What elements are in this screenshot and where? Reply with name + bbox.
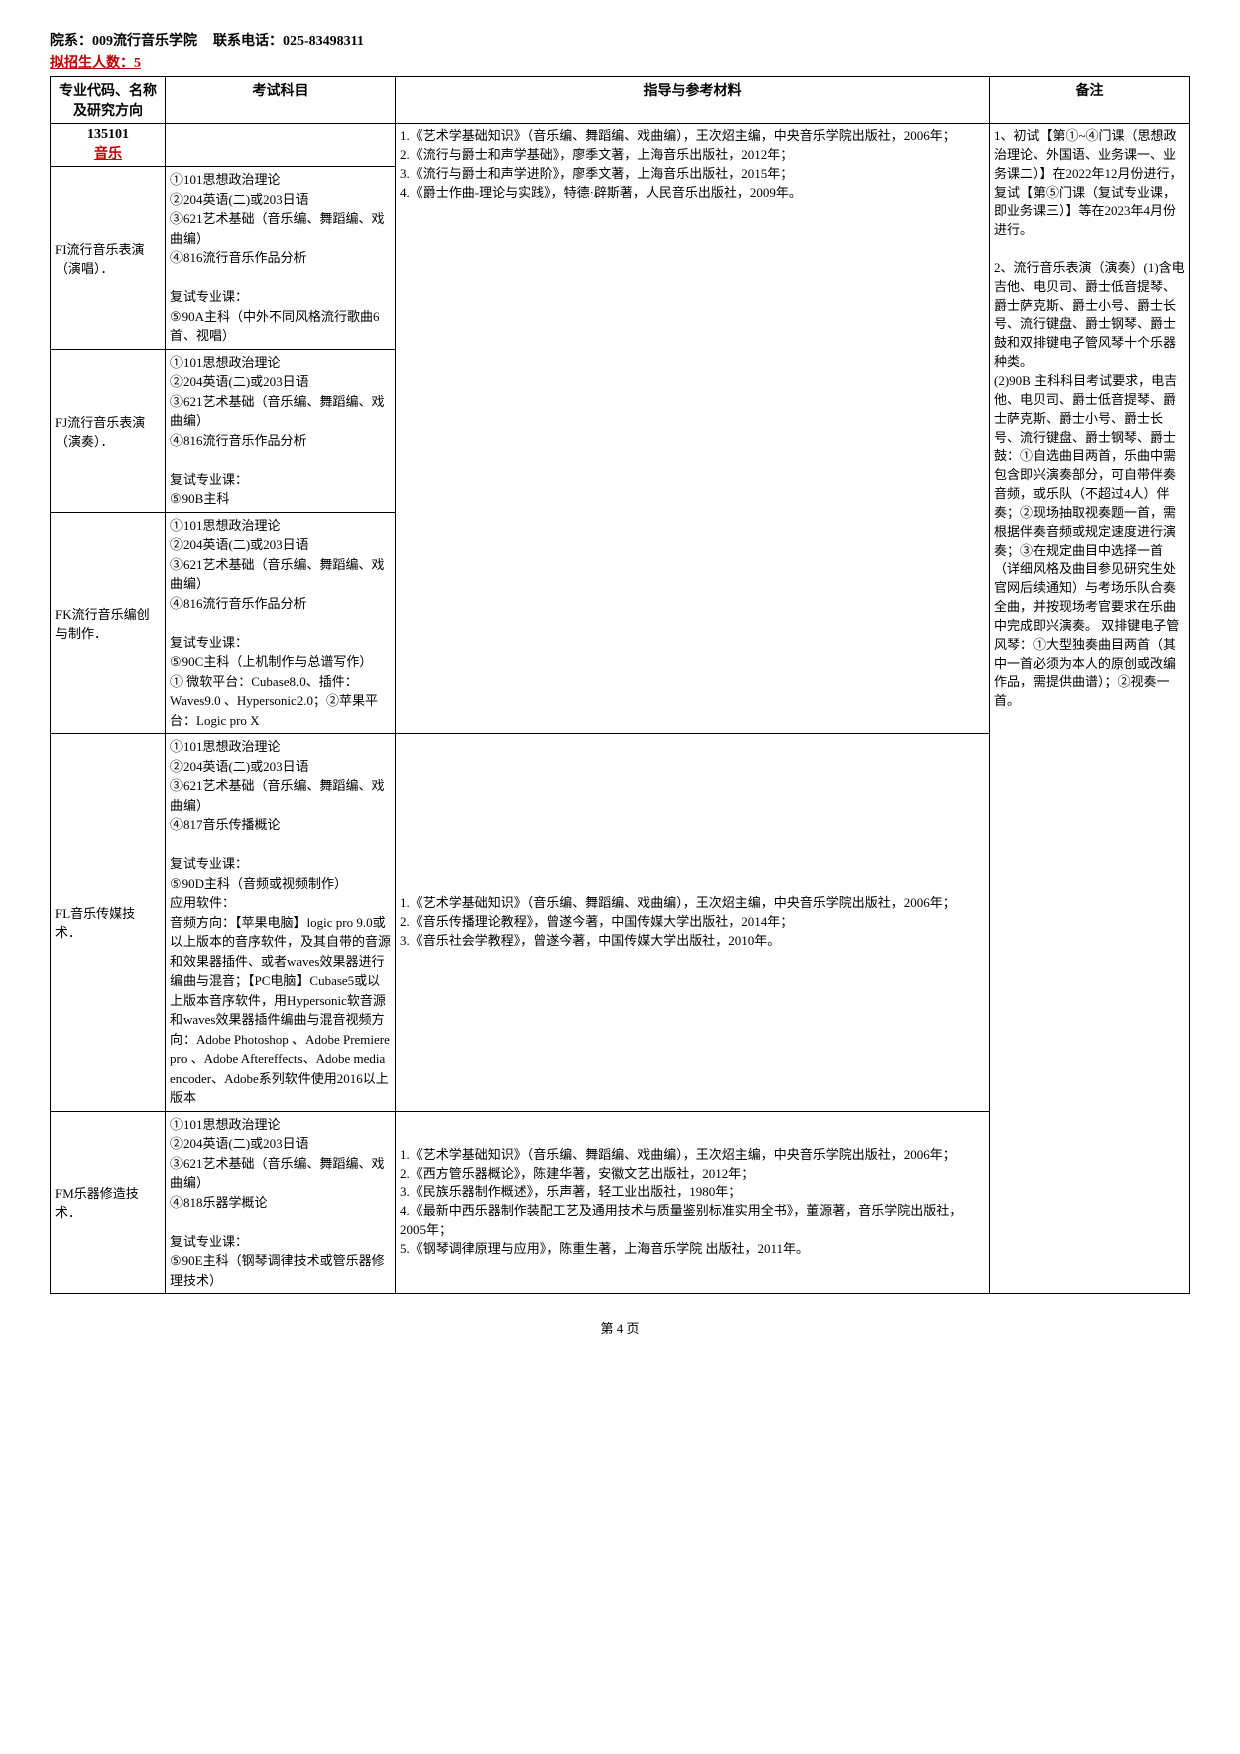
quota-value: 5 [134, 56, 141, 71]
exam-fl: ①101思想政治理论 ②204英语(二)或203日语 ③621艺术基础（音乐编、… [166, 734, 396, 1112]
quota-label: 拟招生人数： [50, 56, 134, 71]
guide-cell-3: 1.《艺术学基础知识》（音乐编、舞蹈编、戏曲编），王次炤主编，中央音乐学院出版社… [396, 1111, 990, 1294]
dept-block: 院系：009流行音乐学院 [50, 30, 197, 50]
exam-fi: ①101思想政治理论 ②204英语(二)或203日语 ③621艺术基础（音乐编、… [166, 167, 396, 350]
guide-cell-1: 1.《艺术学基础知识》（音乐编、舞蹈编、戏曲编），王次炤主编，中央音乐学院出版社… [396, 124, 990, 734]
table-header-row: 专业代码、名称及研究方向 考试科目 指导与参考材料 备注 [51, 77, 1190, 124]
spec-fm: FM乐器修造技术． [51, 1111, 166, 1294]
phone-value: 025-83498311 [283, 34, 364, 49]
dept-label: 院系： [50, 34, 92, 49]
guide-cell-2: 1.《艺术学基础知识》（音乐编、舞蹈编、戏曲编），王次炤主编，中央音乐学院出版社… [396, 734, 990, 1112]
spec-fi: FI流行音乐表演（演唱）． [51, 167, 166, 350]
col-header-exam: 考试科目 [166, 77, 396, 124]
dept-value: 009流行音乐学院 [92, 34, 197, 49]
exam-fj: ①101思想政治理论 ②204英语(二)或203日语 ③621艺术基础（音乐编、… [166, 349, 396, 512]
spec-name-music: 音乐 [55, 143, 161, 163]
page-header: 院系：009流行音乐学院 联系电话：025-83498311 [50, 30, 1190, 50]
exam-fk: ①101思想政治理论 ②204英语(二)或203日语 ③621艺术基础（音乐编、… [166, 512, 396, 734]
remark-cell: 1、初试【第①~④门课（思想政治理论、外国语、业务课一、业务课二）】在2022年… [990, 124, 1190, 1294]
col-header-guide: 指导与参考材料 [396, 77, 990, 124]
program-table: 专业代码、名称及研究方向 考试科目 指导与参考材料 备注 135101 音乐 1… [50, 76, 1190, 1294]
spec-fl: FL音乐传媒技术． [51, 734, 166, 1112]
spec-fj: FJ流行音乐表演（演奏）． [51, 349, 166, 512]
phone-block: 联系电话：025-83498311 [213, 30, 364, 50]
spec-fk: FK流行音乐编创与制作． [51, 512, 166, 734]
quota-line: 拟招生人数：5 [50, 52, 1190, 72]
exam-fm: ①101思想政治理论 ②204英语(二)或203日语 ③621艺术基础（音乐编、… [166, 1111, 396, 1294]
code-row: 135101 音乐 1.《艺术学基础知识》（音乐编、舞蹈编、戏曲编），王次炤主编… [51, 124, 1190, 167]
spec-code: 135101 [55, 127, 161, 143]
phone-label: 联系电话： [213, 34, 283, 49]
col-header-spec: 专业代码、名称及研究方向 [51, 77, 166, 124]
exam-empty [166, 124, 396, 167]
page-number: 第 4 页 [50, 1318, 1190, 1337]
code-cell: 135101 音乐 [51, 124, 166, 167]
col-header-remark: 备注 [990, 77, 1190, 124]
